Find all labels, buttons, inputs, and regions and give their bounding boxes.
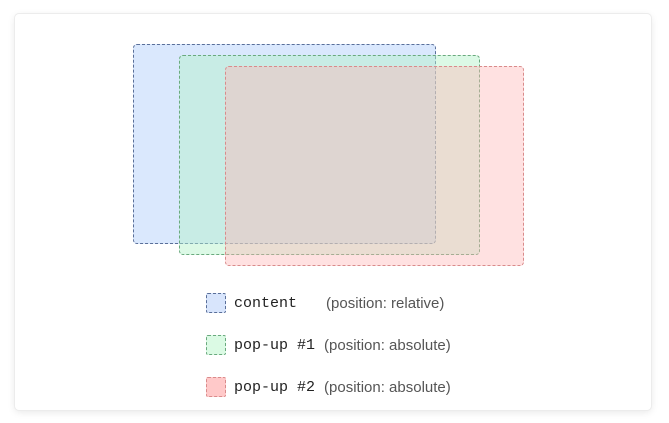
diagram-card <box>15 14 651 410</box>
legend-item-content: content (position: relative) <box>206 293 444 313</box>
legend-item-popup-2: pop-up #2 (position: absolute) <box>206 377 451 397</box>
legend-description: (position: absolute) <box>324 378 451 396</box>
popup-2-swatch <box>206 377 226 397</box>
popup-2-layer <box>225 66 524 266</box>
content-swatch <box>206 293 226 313</box>
content-layer <box>133 44 436 244</box>
legend-code: content <box>234 294 298 312</box>
popup-1-swatch <box>206 335 226 355</box>
legend-item-popup-1: pop-up #1 (position: absolute) <box>206 335 451 355</box>
legend-code: pop-up #2 <box>234 378 316 396</box>
legend-description: (position: relative) <box>326 294 445 312</box>
legend-code: pop-up #1 <box>234 336 316 354</box>
legend-description: (position: absolute) <box>324 336 451 354</box>
popup-1-layer <box>179 55 480 255</box>
